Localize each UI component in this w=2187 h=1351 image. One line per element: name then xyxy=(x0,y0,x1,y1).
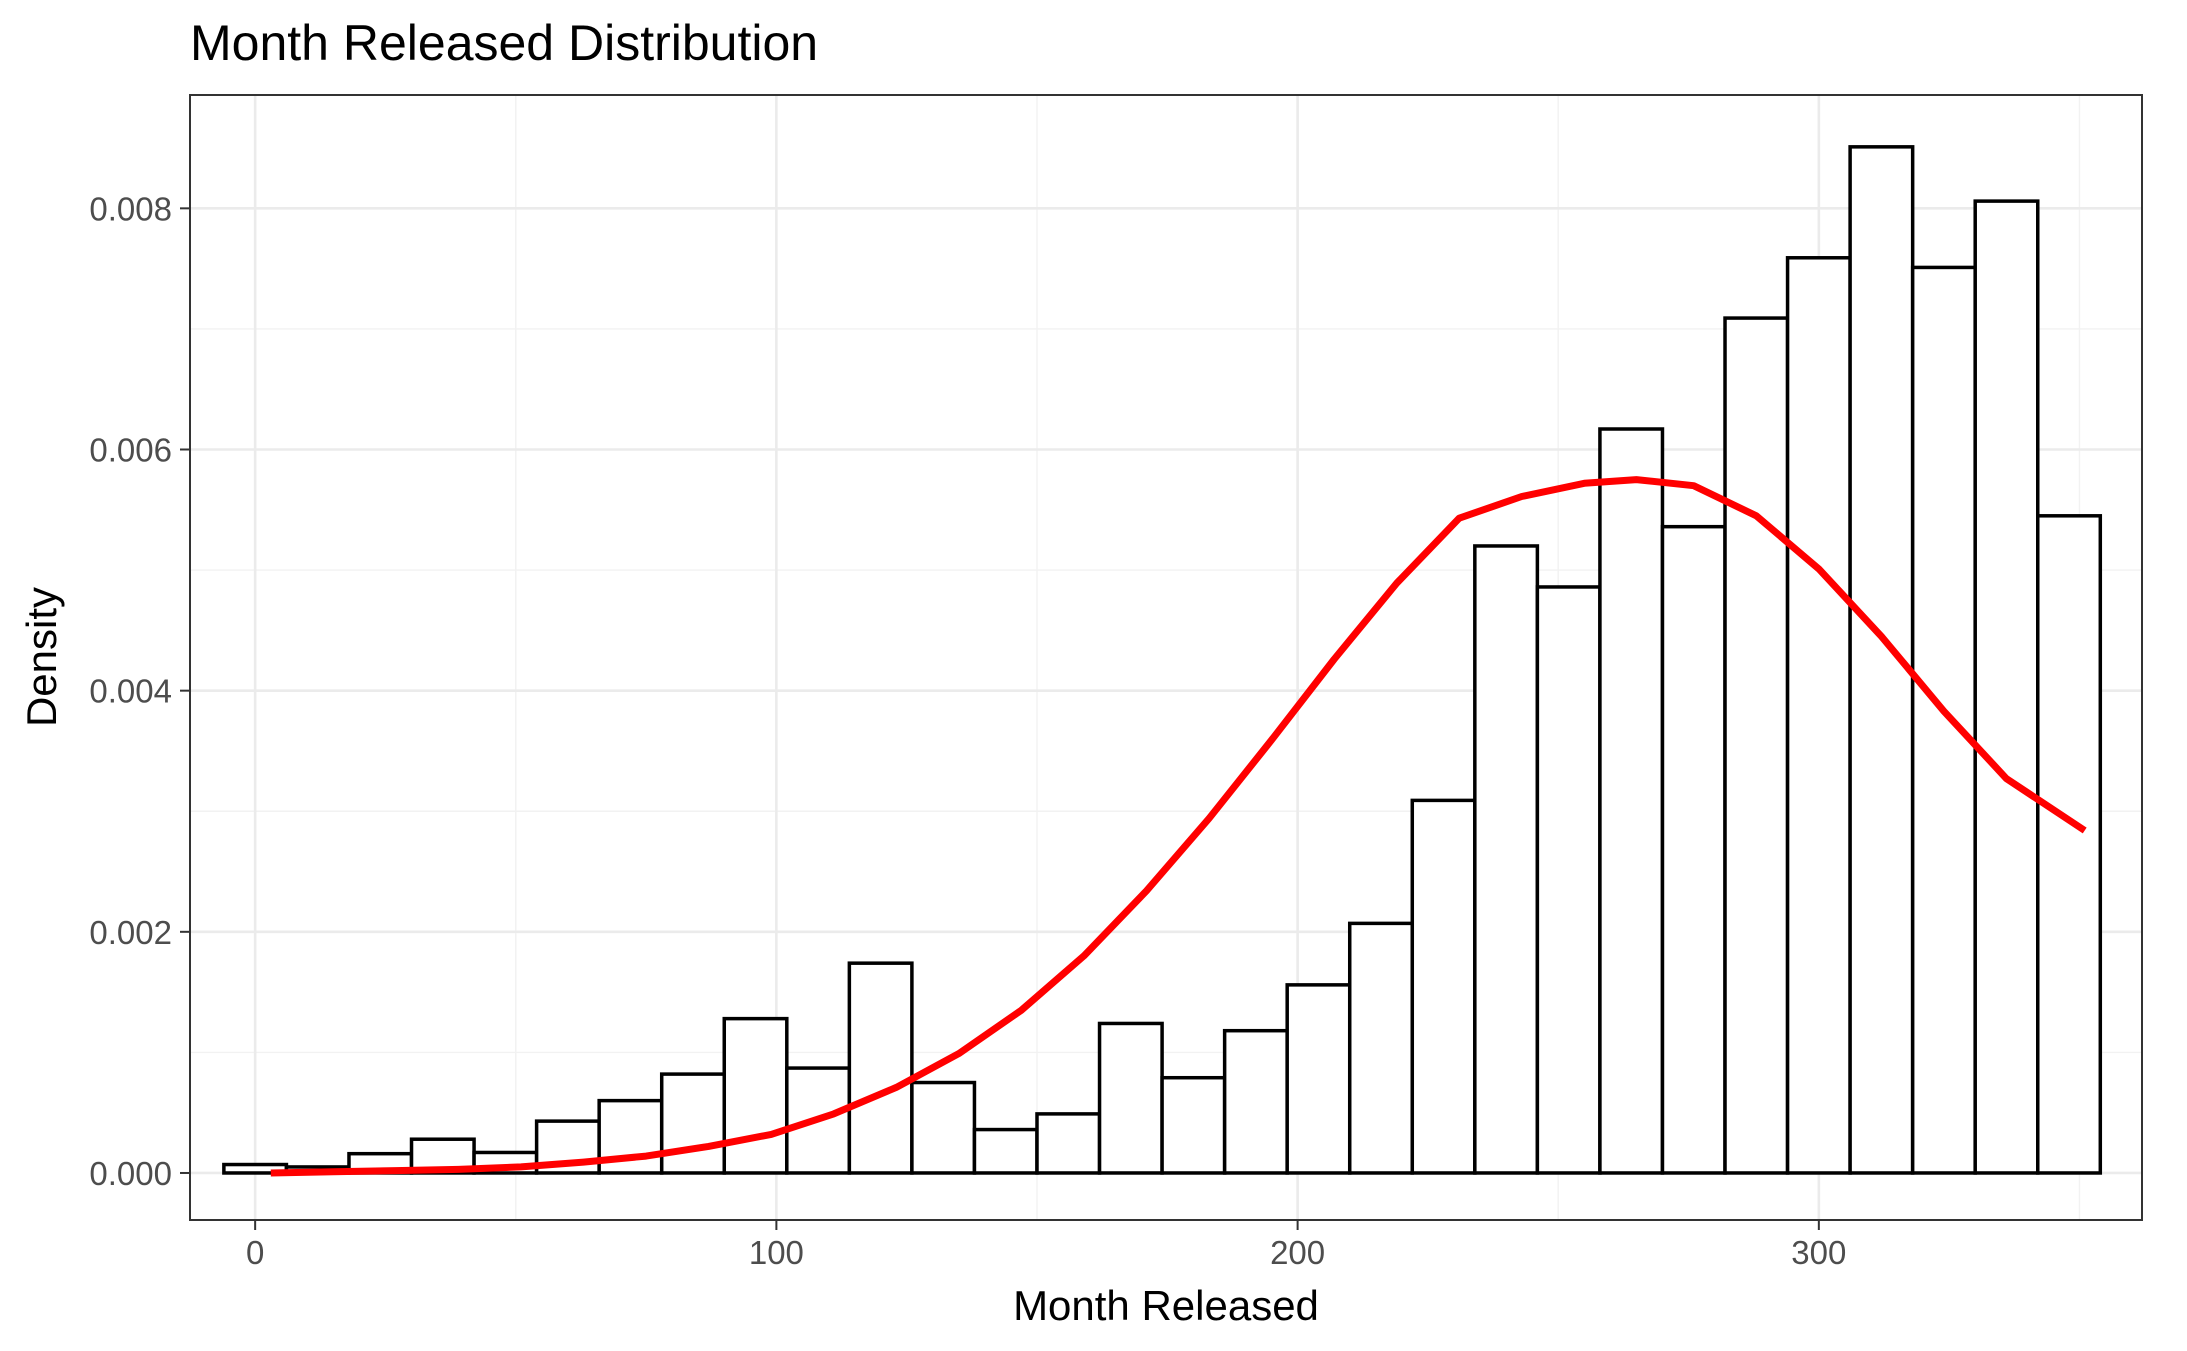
minor-gridlines xyxy=(190,95,2142,1220)
y-tick-label: 0.006 xyxy=(89,432,172,469)
density-curves xyxy=(270,476,2087,1177)
y-tick-label: 0.008 xyxy=(89,190,172,227)
x-tick-label: 300 xyxy=(1791,1234,1846,1271)
histogram-bar xyxy=(1222,1028,1289,1175)
histogram-bar xyxy=(722,1016,789,1175)
histogram-bar xyxy=(1535,585,1602,1175)
histogram-bar xyxy=(1160,1075,1227,1175)
y-axis-title: Density xyxy=(18,587,65,727)
histogram-bar xyxy=(1785,256,1852,1175)
histogram-bar xyxy=(1973,199,2040,1175)
y-tick-label: 0.004 xyxy=(89,673,172,710)
density-curve-line xyxy=(270,476,2087,1177)
plot-panel-border xyxy=(189,94,2143,1221)
histogram-bar xyxy=(1285,983,1352,1175)
histogram-bar xyxy=(910,1080,977,1175)
histogram-bar xyxy=(1097,1021,1164,1175)
histogram-bar xyxy=(1598,427,1665,1175)
histogram-bar xyxy=(1473,544,1540,1175)
x-axis-ticks: 0 100 200 300 xyxy=(246,1220,1846,1271)
histogram-bar xyxy=(972,1127,1039,1175)
y-axis-ticks: 0.000 0.002 0.004 0.006 0.008 xyxy=(89,190,190,1192)
histogram-bar xyxy=(659,1072,727,1175)
y-tick-label: 0.000 xyxy=(89,1155,172,1192)
x-tick-label: 0 xyxy=(246,1234,264,1271)
histogram-bar xyxy=(1035,1112,1102,1175)
histogram-bar xyxy=(1723,316,1790,1175)
histogram-bar xyxy=(1910,265,1977,1175)
chart-title: Month Released Distribution xyxy=(190,15,818,71)
x-axis-title: Month Released xyxy=(1013,1282,1319,1329)
x-tick-label: 100 xyxy=(749,1234,804,1271)
y-tick-label: 0.002 xyxy=(89,914,172,951)
histogram-bar xyxy=(2036,514,2103,1175)
histogram-bars xyxy=(222,145,2103,1175)
histogram-bar xyxy=(1410,798,1477,1175)
histogram-bar xyxy=(847,961,914,1175)
histogram-bar xyxy=(1347,921,1415,1175)
histogram-bar xyxy=(1660,524,1727,1175)
x-tick-label: 200 xyxy=(1270,1234,1325,1271)
